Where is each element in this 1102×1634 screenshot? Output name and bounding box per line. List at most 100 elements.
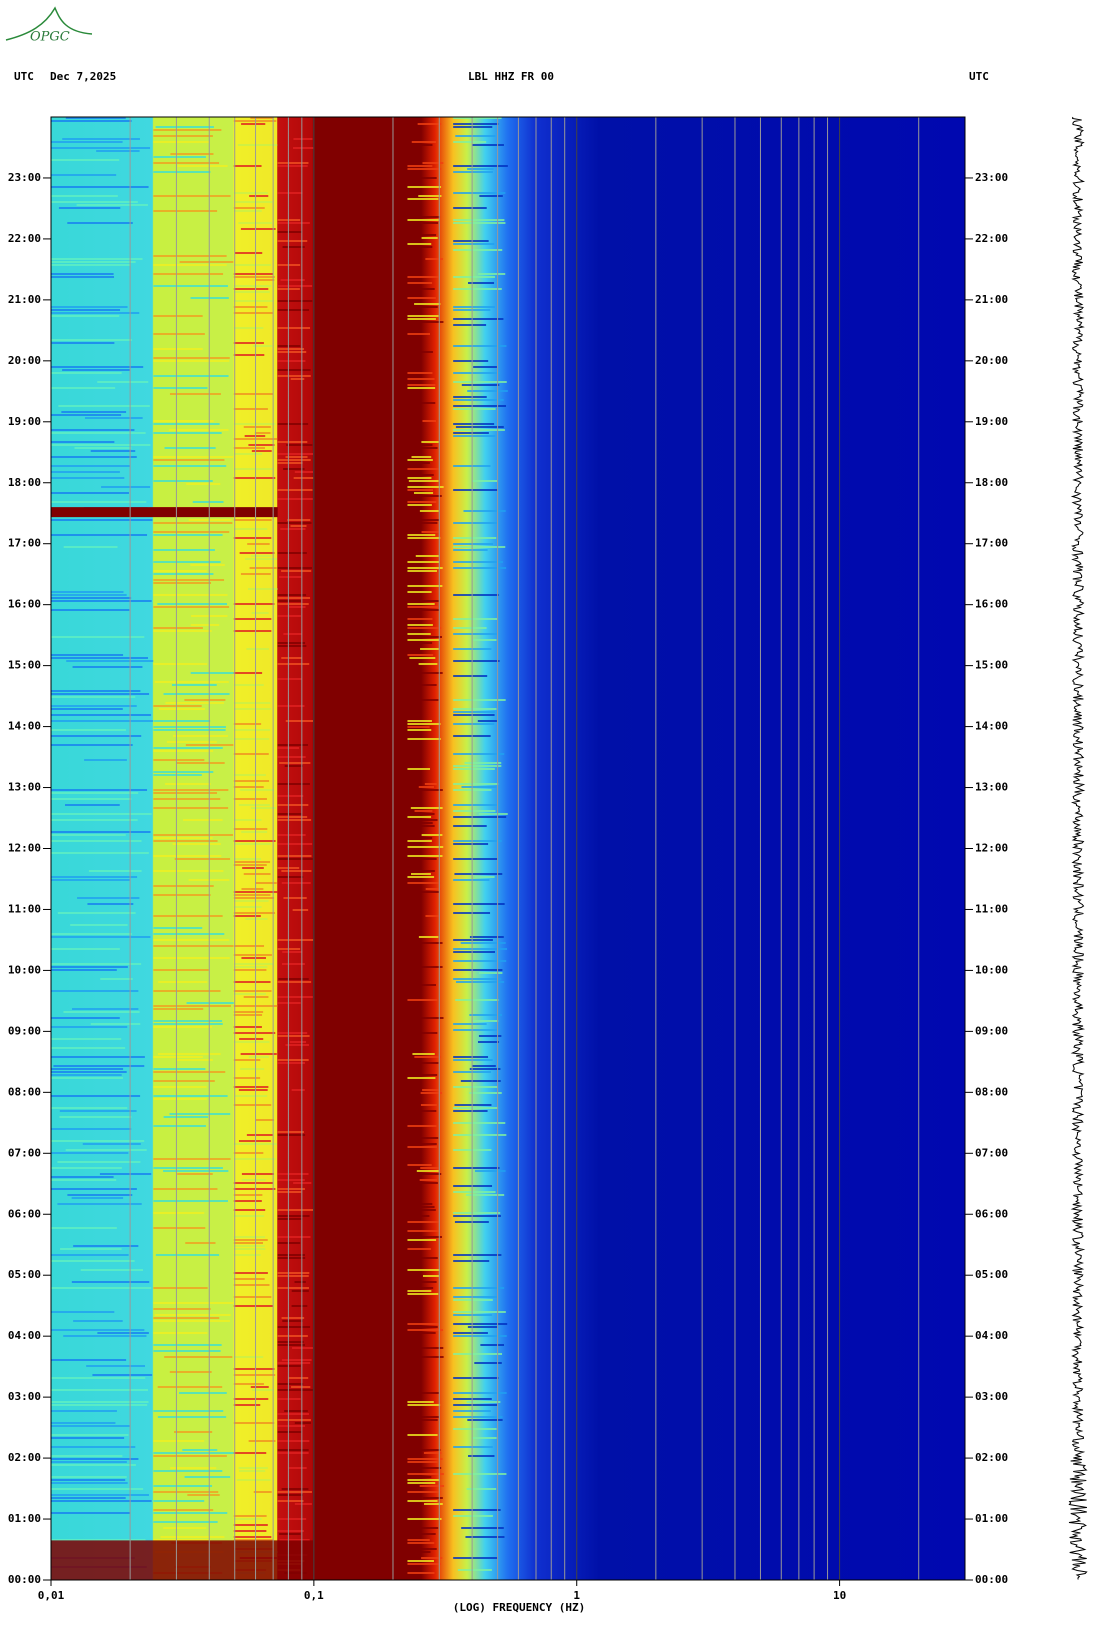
spectrogram-stripe bbox=[60, 1248, 122, 1250]
spectrogram-stripe bbox=[277, 1179, 305, 1181]
spectrogram-stripe bbox=[418, 195, 442, 197]
spectrogram-stripe bbox=[277, 423, 309, 425]
spectrogram-stripe bbox=[153, 171, 211, 173]
spectrogram-stripe bbox=[277, 165, 308, 167]
spectrogram-stripe bbox=[163, 1170, 229, 1172]
spectrogram-stripe bbox=[233, 702, 271, 704]
spectrogram-stripe bbox=[277, 552, 307, 554]
spectrogram-stripe bbox=[90, 1023, 141, 1025]
spectrogram-stripe bbox=[233, 798, 267, 800]
spectrogram-stripe bbox=[233, 192, 268, 194]
spectrogram-stripe bbox=[453, 1509, 501, 1511]
spectrogram-stripe bbox=[290, 525, 307, 527]
spectrogram-stripe bbox=[51, 1038, 122, 1040]
spectrogram-stripe bbox=[407, 1404, 441, 1406]
spectrogram-stripe bbox=[471, 1065, 496, 1067]
spectrogram-stripe bbox=[82, 1143, 141, 1145]
spectrogram-stripe bbox=[233, 1374, 276, 1376]
spectrogram-stripe bbox=[66, 660, 154, 662]
spectrogram-stripe bbox=[153, 915, 223, 917]
spectrogram-stripe bbox=[453, 1107, 499, 1109]
spectrogram-stripe bbox=[71, 1197, 124, 1199]
spectrogram-stripe bbox=[233, 354, 265, 356]
y-tick-label-left: 01:00 bbox=[8, 1512, 41, 1525]
spectrogram-stripe bbox=[282, 1320, 303, 1322]
spectrogram-stripe bbox=[277, 222, 310, 224]
spectrogram-stripe bbox=[153, 1452, 234, 1454]
spectrogram-stripe bbox=[76, 204, 148, 206]
spectrogram-stripe bbox=[166, 741, 217, 743]
spectrogram-stripe bbox=[233, 300, 274, 302]
spectrogram-stripe bbox=[173, 735, 228, 737]
spectrogram-stripe bbox=[453, 537, 497, 539]
spectrogram-stripe bbox=[453, 123, 499, 125]
spectrogram-stripe bbox=[51, 834, 126, 836]
y-tick-label-left: 14:00 bbox=[8, 720, 41, 733]
spectrogram-stripe bbox=[421, 531, 440, 533]
spectrogram-stripe bbox=[407, 561, 440, 563]
spectrogram-stripe bbox=[233, 1398, 269, 1400]
spectrogram-stripe bbox=[51, 276, 115, 278]
spectrogram-stripe bbox=[407, 876, 435, 878]
spectrogram-stripe bbox=[51, 258, 143, 260]
spectrogram-stripe bbox=[277, 615, 301, 617]
spectrogram-stripe bbox=[407, 822, 433, 824]
spectrogram-stripe bbox=[411, 456, 432, 458]
spectrogram-stripe bbox=[277, 756, 306, 758]
spectrogram-stripe bbox=[277, 1341, 304, 1343]
spectrogram-stripe bbox=[291, 1089, 305, 1091]
spectrogram-stripe bbox=[86, 1365, 146, 1367]
spectrogram-stripe bbox=[51, 174, 117, 176]
spectrogram-stripe bbox=[153, 885, 214, 887]
spectrogram-stripe bbox=[453, 1260, 490, 1262]
date: Dec 7,2025 bbox=[50, 70, 116, 83]
spectrogram-stripe bbox=[453, 165, 508, 167]
spectrogram-stripe bbox=[277, 459, 311, 461]
spectrogram-stripe bbox=[51, 819, 138, 821]
spectrogram-stripe bbox=[233, 1524, 268, 1526]
y-tick-label-right: 14:00 bbox=[975, 720, 1008, 733]
spectrogram-stripe bbox=[53, 1065, 145, 1067]
spectrogram-stripe bbox=[407, 1467, 442, 1469]
spectrogram-stripe bbox=[407, 1164, 432, 1166]
spectrogram-stripe bbox=[51, 366, 144, 368]
spectrogram-stripe bbox=[453, 825, 487, 827]
spectrogram-stripe bbox=[51, 1179, 117, 1181]
spectrogram-stripe bbox=[477, 720, 497, 722]
spectrogram-stripe bbox=[453, 594, 499, 596]
spectrogram-stripe bbox=[407, 654, 434, 656]
spectrogram-stripe bbox=[277, 360, 306, 362]
spectrogram-stripe bbox=[153, 1455, 227, 1457]
spectrogram-stripe bbox=[407, 1563, 441, 1565]
spectrogram-stripe bbox=[280, 528, 306, 530]
spectrogram-stripe bbox=[51, 1401, 149, 1403]
spectrogram-stripe bbox=[153, 387, 208, 389]
spectrogram-stripe bbox=[77, 897, 140, 899]
spectrogram-stripe bbox=[453, 1428, 497, 1430]
spectrogram-stripe bbox=[174, 1431, 213, 1433]
y-tick-label-left: 04:00 bbox=[8, 1329, 41, 1342]
spectrogram-stripe bbox=[278, 978, 309, 980]
spectrogram-stripe bbox=[246, 1134, 273, 1136]
spectrogram-stripe bbox=[407, 522, 438, 524]
spectrogram-stripe bbox=[51, 1389, 149, 1391]
spectrogram-stripe bbox=[243, 426, 271, 428]
spectrogram-stripe bbox=[460, 1080, 501, 1082]
spectrogram-stripe bbox=[238, 1089, 268, 1091]
spectrogram-stripe bbox=[51, 1425, 130, 1427]
spectrogram-stripe bbox=[51, 1497, 126, 1499]
spectrogram-stripe bbox=[277, 1287, 309, 1289]
spectrogram-stripe bbox=[153, 531, 230, 533]
spectrogram-stripe bbox=[51, 966, 128, 968]
spectrogram-stripe bbox=[51, 312, 140, 314]
y-tick-label-right: 20:00 bbox=[975, 354, 1008, 367]
spectrogram-stripe bbox=[237, 144, 278, 146]
spectrogram-stripe bbox=[453, 1515, 493, 1517]
spectrogram-stripe bbox=[153, 705, 202, 707]
spectrogram-stripe bbox=[253, 1491, 272, 1493]
spectrogram-stripe bbox=[453, 1167, 500, 1169]
spectrogram-stripe bbox=[408, 480, 439, 482]
spectrogram-stripe bbox=[407, 1461, 438, 1463]
spectrogram-stripe bbox=[51, 1254, 129, 1256]
spectrogram-stripe bbox=[415, 555, 439, 557]
